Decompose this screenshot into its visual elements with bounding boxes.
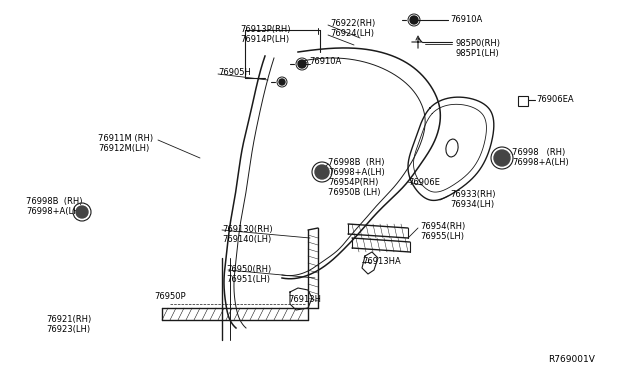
Text: 76998+A(LH): 76998+A(LH) — [328, 168, 385, 177]
Text: 76913H: 76913H — [288, 295, 321, 304]
Text: 76950B (LH): 76950B (LH) — [328, 188, 381, 197]
Text: 76951(LH): 76951(LH) — [226, 275, 270, 284]
Text: 769130(RH): 769130(RH) — [222, 225, 273, 234]
Circle shape — [298, 60, 306, 68]
Text: 76924(LH): 76924(LH) — [330, 29, 374, 38]
Text: 76914P(LH): 76914P(LH) — [240, 35, 289, 44]
Text: 76955(LH): 76955(LH) — [420, 232, 464, 241]
Circle shape — [410, 16, 418, 24]
Text: 76910A: 76910A — [450, 15, 483, 24]
Text: 76910A: 76910A — [309, 57, 341, 66]
Text: 76998+A(LH): 76998+A(LH) — [26, 207, 83, 216]
Text: 76906EA: 76906EA — [536, 95, 573, 104]
Text: 985P1(LH): 985P1(LH) — [455, 49, 499, 58]
Text: 76933(RH): 76933(RH) — [450, 190, 495, 199]
Text: 76954(RH): 76954(RH) — [420, 222, 465, 231]
Text: 76911M (RH): 76911M (RH) — [98, 134, 153, 143]
Text: 76998B  (RH): 76998B (RH) — [26, 197, 83, 206]
Text: 76998+A(LH): 76998+A(LH) — [512, 158, 569, 167]
Text: 76934(LH): 76934(LH) — [450, 200, 494, 209]
Text: 76906E: 76906E — [408, 178, 440, 187]
Text: 76998B  (RH): 76998B (RH) — [328, 158, 385, 167]
Text: 769140(LH): 769140(LH) — [222, 235, 271, 244]
Text: 76954P(RH): 76954P(RH) — [328, 178, 378, 187]
Text: R769001V: R769001V — [548, 355, 595, 364]
Text: 76998   (RH): 76998 (RH) — [512, 148, 565, 157]
Circle shape — [315, 165, 329, 179]
Text: 76913P(RH): 76913P(RH) — [240, 25, 291, 34]
Text: 76950P: 76950P — [154, 292, 186, 301]
Text: 76950(RH): 76950(RH) — [226, 265, 271, 274]
Text: 985P0(RH): 985P0(RH) — [455, 39, 500, 48]
Circle shape — [279, 79, 285, 85]
Text: 76905H: 76905H — [218, 68, 251, 77]
Circle shape — [494, 150, 510, 166]
Text: 76921(RH): 76921(RH) — [46, 315, 92, 324]
Text: 76923(LH): 76923(LH) — [46, 325, 90, 334]
Text: 76912M(LH): 76912M(LH) — [98, 144, 149, 153]
Text: 76913HA: 76913HA — [362, 257, 401, 266]
Text: 76922(RH): 76922(RH) — [330, 19, 375, 28]
Circle shape — [76, 206, 88, 218]
